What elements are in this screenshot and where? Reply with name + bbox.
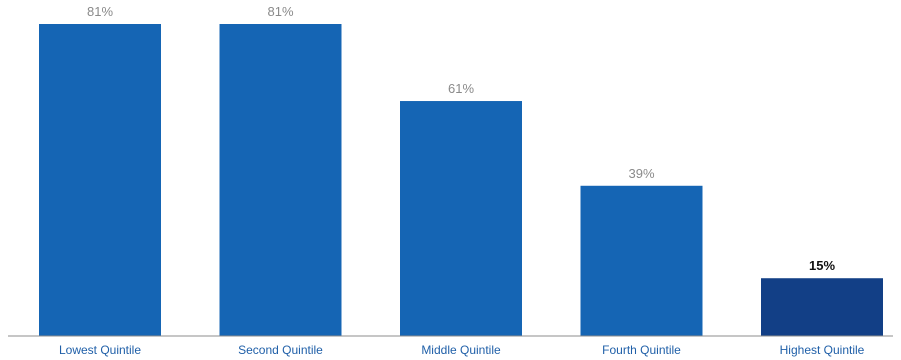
bar-4	[580, 185, 703, 336]
value-label-1: 81%	[87, 4, 113, 19]
value-label-2: 81%	[267, 4, 293, 19]
bar-5	[761, 278, 883, 336]
value-label-5: 15%	[809, 258, 835, 273]
category-label-2: Second Quintile	[238, 343, 323, 357]
category-label-1: Lowest Quintile	[59, 343, 141, 357]
bar-1	[39, 24, 161, 336]
category-label-5: Highest Quintile	[780, 343, 865, 357]
bars-group	[39, 24, 883, 336]
value-labels-group: 81% 81% 61% 39% 15%	[87, 4, 835, 273]
bar-2	[219, 24, 342, 336]
bar-3	[400, 101, 522, 336]
value-label-4: 39%	[628, 166, 654, 181]
category-label-4: Fourth Quintile	[602, 343, 681, 357]
value-label-3: 61%	[448, 81, 474, 96]
category-labels-group: Lowest Quintile Second Quintile Middle Qui…	[59, 343, 865, 357]
category-label-3: Middle Quintile	[421, 343, 501, 357]
